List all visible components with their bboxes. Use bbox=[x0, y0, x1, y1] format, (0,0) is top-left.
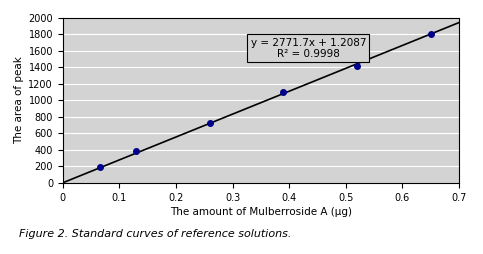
Text: Figure 2. Standard curves of reference solutions.: Figure 2. Standard curves of reference s… bbox=[19, 229, 292, 239]
Y-axis label: The area of peak: The area of peak bbox=[14, 56, 24, 144]
X-axis label: The amount of Mulberroside A (μg): The amount of Mulberroside A (μg) bbox=[170, 207, 352, 217]
Text: y = 2771.7x + 1.2087
R² = 0.9998: y = 2771.7x + 1.2087 R² = 0.9998 bbox=[251, 38, 366, 59]
